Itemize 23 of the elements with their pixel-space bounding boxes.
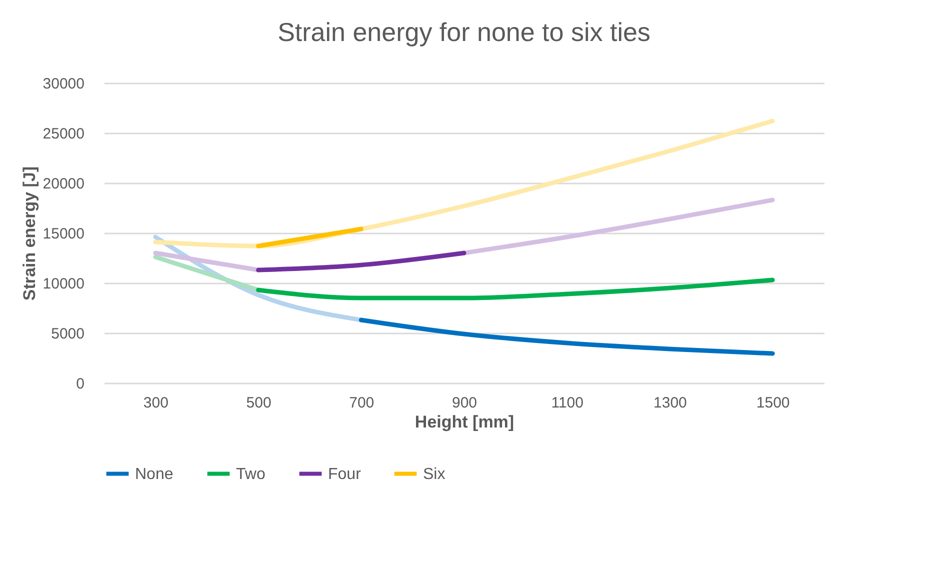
x-tick-label: 1300 xyxy=(654,394,687,412)
y-tick-label: 5000 xyxy=(51,326,84,342)
x-tick-label: 1100 xyxy=(551,394,584,412)
y-tick-label: 15000 xyxy=(42,226,84,242)
legend-label: Six xyxy=(423,466,446,483)
y-tick-label: 10000 xyxy=(42,276,84,292)
y-tick-label: 30000 xyxy=(42,76,84,92)
x-tick-label: 700 xyxy=(349,394,374,412)
legend-label: Two xyxy=(236,466,266,483)
chart-title: Strain energy for none to six ties xyxy=(278,17,650,47)
y-axis-title: Strain energy [J] xyxy=(20,166,39,301)
y-tick-label: 25000 xyxy=(42,126,84,142)
legend-label: Four xyxy=(328,466,362,483)
x-axis-title: Height [mm] xyxy=(414,412,514,432)
line-series xyxy=(256,278,775,300)
x-tick-label: 900 xyxy=(452,394,478,412)
legend-label: None xyxy=(135,466,174,483)
x-tick-label: 1500 xyxy=(756,394,790,412)
line-series xyxy=(358,318,775,356)
y-tick-label: 20000 xyxy=(42,176,84,192)
y-tick-label: 0 xyxy=(76,376,84,392)
x-tick-label: 500 xyxy=(246,394,272,412)
x-tick-label: 300 xyxy=(143,394,168,412)
